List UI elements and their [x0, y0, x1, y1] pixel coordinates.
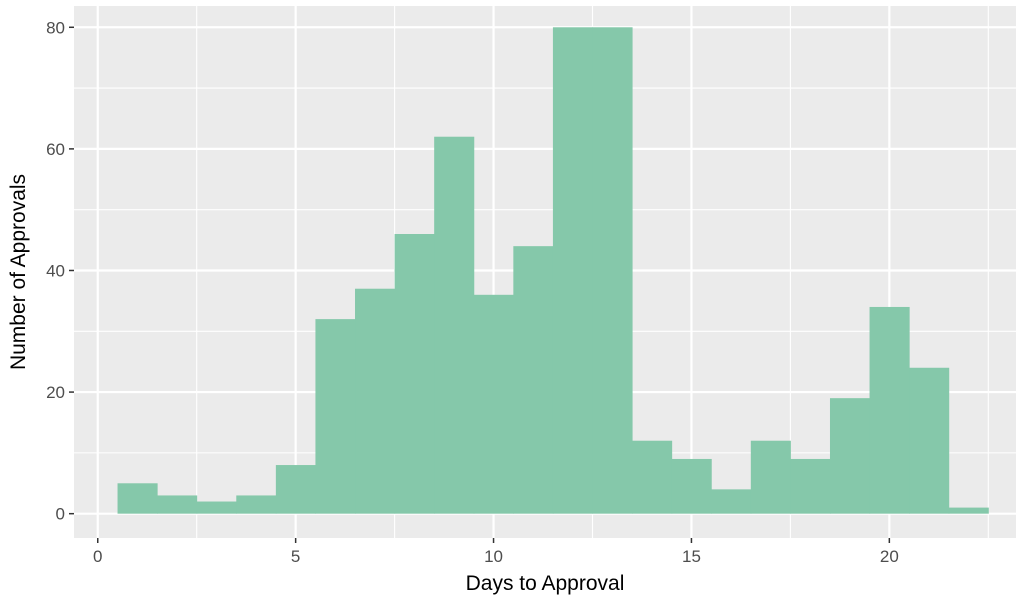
histogram-bar: [473, 294, 514, 514]
histogram-bar: [434, 136, 475, 514]
histogram-bar: [750, 440, 791, 514]
y-axis-title: Number of Approvals: [7, 174, 30, 370]
histogram-bar: [117, 483, 158, 514]
histogram-bar: [315, 319, 356, 514]
histogram-bar: [948, 507, 989, 514]
y-tick-label: 60: [46, 140, 65, 159]
y-tick-label: 80: [46, 18, 65, 37]
x-tick-label: 5: [291, 547, 300, 566]
histogram-bar: [829, 398, 871, 514]
x-tick-label: 15: [682, 547, 701, 566]
histogram-bar: [632, 440, 673, 514]
histogram-bar: [157, 495, 198, 514]
histogram-bar: [711, 489, 752, 514]
y-tick-label: 20: [46, 383, 65, 402]
y-tick-label: 40: [46, 261, 65, 280]
histogram-bar: [275, 465, 316, 514]
histogram-bar: [513, 246, 554, 514]
y-axis: 0 20 40 60 80: [46, 18, 74, 524]
x-tick-label: 0: [93, 547, 102, 566]
x-axis-title: Days to Approval: [466, 572, 625, 595]
bars: [117, 27, 989, 514]
histogram-bar: [236, 495, 277, 514]
x-tick-label: 10: [484, 547, 503, 566]
histogram-bar: [869, 306, 910, 514]
x-axis: 0 5 10 15 20: [93, 538, 899, 566]
histogram-bar: [790, 458, 831, 514]
histogram-bar: [196, 501, 237, 514]
histogram-bar: [909, 367, 950, 514]
histogram-bar: [355, 288, 396, 514]
histogram-bar: [552, 27, 593, 514]
y-tick-label: 0: [56, 505, 65, 524]
histogram-bar: [394, 234, 435, 514]
histogram-bar: [671, 458, 712, 514]
histogram-bar: [592, 27, 633, 514]
x-tick-label: 20: [880, 547, 899, 566]
